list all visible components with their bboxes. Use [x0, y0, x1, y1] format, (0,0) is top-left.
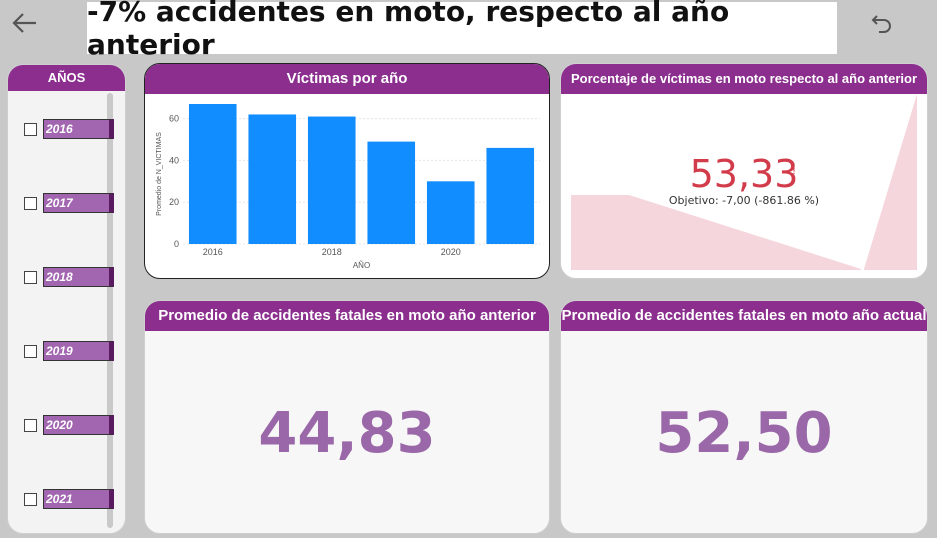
slicer-item-2018[interactable]: 2018: [24, 267, 114, 287]
slicer-item-2016[interactable]: 2016: [24, 119, 114, 139]
bar: [486, 147, 535, 244]
page-title: -7% accidentes en moto, respecto al año …: [87, 0, 837, 61]
y-axis-label: Promedio de N_VICTIMAS: [156, 132, 163, 216]
x-tick-label: 2016: [203, 247, 223, 257]
bar: [367, 141, 416, 244]
bar: [307, 116, 356, 244]
slicer-item-label: 2019: [43, 341, 114, 361]
y-tick-label: 20: [169, 197, 179, 207]
kpi-trend-area: [571, 94, 917, 270]
slicer-item-label: 2018: [43, 267, 114, 287]
checkbox[interactable]: [24, 418, 37, 432]
checkbox[interactable]: [24, 492, 37, 506]
bar: [188, 104, 237, 244]
curr-year-header: Promedio de accidentes fatales en moto a…: [561, 301, 927, 331]
victims-chart-card: Víctimas por año 0 20 40 60 2016 2018 2020 AÑO P…: [144, 63, 550, 279]
slicer-item-2020[interactable]: 2020: [24, 415, 114, 435]
x-tick-label: 2018: [322, 247, 342, 257]
slicer-item-2021[interactable]: 2021: [24, 489, 114, 509]
bar-chart: 0 20 40 60 2016 2018 2020 AÑO Promedio de N_VICT…: [156, 104, 540, 270]
chart-header: Víctimas por año: [145, 64, 549, 94]
bar: [426, 181, 475, 244]
kpi-header: Porcentaje de víctimas en moto respecto …: [561, 64, 927, 94]
checkbox[interactable]: [24, 122, 37, 136]
slicer-item-label: 2020: [43, 415, 114, 435]
kpi-value: 53,33: [689, 152, 799, 196]
y-tick-label: 40: [169, 155, 179, 165]
checkbox[interactable]: [24, 196, 37, 210]
curr-year-card: Promedio de accidentes fatales en moto a…: [560, 300, 928, 534]
y-tick-label: 0: [174, 239, 179, 249]
x-axis-label: AÑO: [353, 261, 370, 270]
kpi-card: Porcentaje de víctimas en moto respecto …: [560, 63, 928, 279]
slicer-scrollbar[interactable]: [107, 93, 113, 528]
slicer-item-label: 2021: [43, 489, 114, 509]
kpi-target: Objetivo: -7,00 (-861.86 %): [668, 194, 820, 207]
slicer-header: AÑOS: [8, 65, 125, 91]
slicer-item-2019[interactable]: 2019: [24, 341, 114, 361]
checkbox[interactable]: [24, 270, 37, 284]
y-tick-label: 60: [169, 114, 179, 124]
back-arrow-icon[interactable]: [8, 6, 42, 40]
prev-year-header: Promedio de accidentes fatales en moto a…: [145, 301, 549, 331]
kpi-status-icon: !: [792, 166, 797, 177]
undo-icon[interactable]: [865, 6, 899, 40]
checkbox[interactable]: [24, 344, 37, 358]
prev-year-value: 44,83: [258, 401, 436, 466]
bar: [248, 114, 297, 245]
year-slicer: AÑOS 2016 2017 2018 2019 2020 2021: [7, 64, 126, 534]
prev-year-card: Promedio de accidentes fatales en moto a…: [144, 300, 550, 534]
slicer-item-2017[interactable]: 2017: [24, 193, 114, 213]
curr-year-value: 52,50: [655, 401, 833, 466]
slicer-item-label: 2017: [43, 193, 114, 213]
slicer-item-label: 2016: [43, 119, 114, 139]
x-tick-label: 2020: [441, 247, 461, 257]
